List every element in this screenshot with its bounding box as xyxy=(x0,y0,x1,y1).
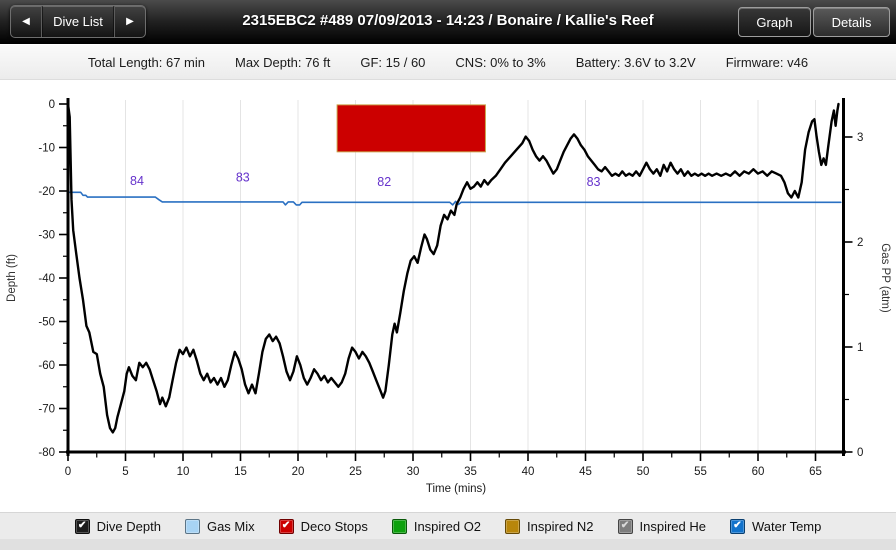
dive-list-button[interactable]: Dive List xyxy=(41,6,115,37)
axis-tick-label: 45 xyxy=(579,466,592,478)
legend-label: Inspired O2 xyxy=(413,518,482,534)
axis-tick-label: -50 xyxy=(38,317,55,329)
water-temp-label: 83 xyxy=(236,170,250,184)
legend-label: Inspired N2 xyxy=(527,518,594,534)
axis-tick-label: 3 xyxy=(857,132,863,144)
axis-tick-label: 30 xyxy=(407,466,420,478)
summary-item: Total Length: 67 min xyxy=(87,54,205,70)
axis-tick-label: 15 xyxy=(234,466,247,478)
dive-depth-line xyxy=(66,102,840,434)
axis-tick-label: 0 xyxy=(857,447,863,459)
legend-checkbox-deco-stops[interactable]: ✔ xyxy=(278,518,294,534)
axis-tick-label: 60 xyxy=(752,466,765,478)
axis-tick-label: 10 xyxy=(177,466,190,478)
right-arrow-icon: ▶ xyxy=(126,16,134,27)
water-temp-label: 83 xyxy=(587,175,601,189)
dive-title: 2315EBC2 #489 07/09/2013 - 14:23 / Bonai… xyxy=(242,12,654,29)
legend-checkbox-inspired-n2[interactable] xyxy=(505,518,521,534)
legend-checkbox-inspired-o2[interactable] xyxy=(391,518,407,534)
deco-stops-block xyxy=(336,104,486,153)
legend-label: Deco Stops xyxy=(300,518,368,534)
legend-checkbox-dive-depth[interactable]: ✔ xyxy=(74,518,90,534)
axis-tick-label: -30 xyxy=(38,230,55,242)
legend-item-inspired-n2[interactable]: Inspired N2 xyxy=(505,518,594,534)
left-arrow-icon: ◀ xyxy=(22,16,30,27)
dive-list-label: Dive List xyxy=(53,14,103,29)
legend-label: Inspired He xyxy=(639,518,706,534)
axis-tick-label: 40 xyxy=(522,466,535,478)
legend-item-inspired-o2[interactable]: Inspired O2 xyxy=(391,518,482,534)
dive-profile-chart: 84 83 82 830-10-20-30-40-50-60-70-800 5 10 15 2… xyxy=(0,80,896,512)
title-bar: ◀ Dive List ▶ 2315EBC2 #489 07/09/2013 -… xyxy=(0,0,896,44)
time-axis-title: Time (mins) xyxy=(426,483,486,495)
legend-label: Gas Mix xyxy=(206,518,255,534)
axis-tick-label: -70 xyxy=(38,404,55,416)
water-temp-label: 82 xyxy=(377,175,391,189)
axis-tick-label: 2 xyxy=(857,237,863,249)
legend-checkbox-gas-mix[interactable] xyxy=(184,518,200,534)
axis-tick-label: 20 xyxy=(292,466,305,478)
summary-item: CNS: 0% to 3% xyxy=(455,54,546,70)
legend-label: Dive Depth xyxy=(96,518,161,534)
summary-item: Battery: 3.6V to 3.2V xyxy=(575,54,696,70)
chart-legend: ✔ Dive Depth Gas Mix ✔ Deco Stops Inspired O2… xyxy=(0,512,896,539)
legend-item-water-temp[interactable]: ✔ Water Temp xyxy=(730,518,822,534)
axis-tick-label: 25 xyxy=(349,466,362,478)
axis-tick-label: -20 xyxy=(38,186,55,198)
axis-tick-label: -40 xyxy=(38,273,55,285)
summary-item: Max Depth: 76 ft xyxy=(234,54,331,70)
water-temp-label: 84 xyxy=(130,174,144,188)
graph-tab-button[interactable]: Graph xyxy=(738,7,811,37)
axis-tick-label: 0 xyxy=(65,466,71,478)
axis-tick-label: -80 xyxy=(38,447,55,459)
water-temp-line xyxy=(67,191,842,206)
legend-item-deco-stops[interactable]: ✔ Deco Stops xyxy=(278,518,368,534)
axis-tick-label: -60 xyxy=(38,360,55,372)
axis-tick-label: 50 xyxy=(637,466,650,478)
legend-item-dive-depth[interactable]: ✔ Dive Depth xyxy=(74,518,161,534)
legend-item-gas-mix[interactable]: Gas Mix xyxy=(184,518,255,534)
legend-label: Water Temp xyxy=(752,518,822,534)
depth-axis-title: Depth (ft) xyxy=(6,254,18,302)
previous-dive-button[interactable]: ◀ xyxy=(11,6,41,37)
summary-item: GF: 15 / 60 xyxy=(360,54,426,70)
axis-tick-label: 35 xyxy=(464,466,477,478)
summary-item: Firmware: v46 xyxy=(725,54,809,70)
axis-tick-label: 5 xyxy=(122,466,128,478)
axis-tick-label: 55 xyxy=(694,466,707,478)
window-bottom-strip xyxy=(0,539,896,550)
legend-checkbox-inspired-he[interactable]: ✔ xyxy=(617,518,633,534)
dive-summary-bar: Total Length: 67 min Max Depth: 76 ft GF: … xyxy=(0,44,896,80)
legend-item-inspired-he[interactable]: ✔ Inspired He xyxy=(617,518,706,534)
gas-pp-axis-title: Gas PP (atm) xyxy=(879,243,891,313)
axis-tick-label: 0 xyxy=(49,99,55,111)
legend-checkbox-water-temp[interactable]: ✔ xyxy=(730,518,745,534)
axis-tick-label: -10 xyxy=(38,143,55,155)
dive-list-control: ◀ Dive List ▶ xyxy=(10,5,146,38)
details-tab-button[interactable]: Details xyxy=(813,7,890,37)
next-dive-button[interactable]: ▶ xyxy=(115,6,145,37)
axis-tick-label: 65 xyxy=(809,466,822,478)
axis-tick-label: 1 xyxy=(857,342,863,354)
